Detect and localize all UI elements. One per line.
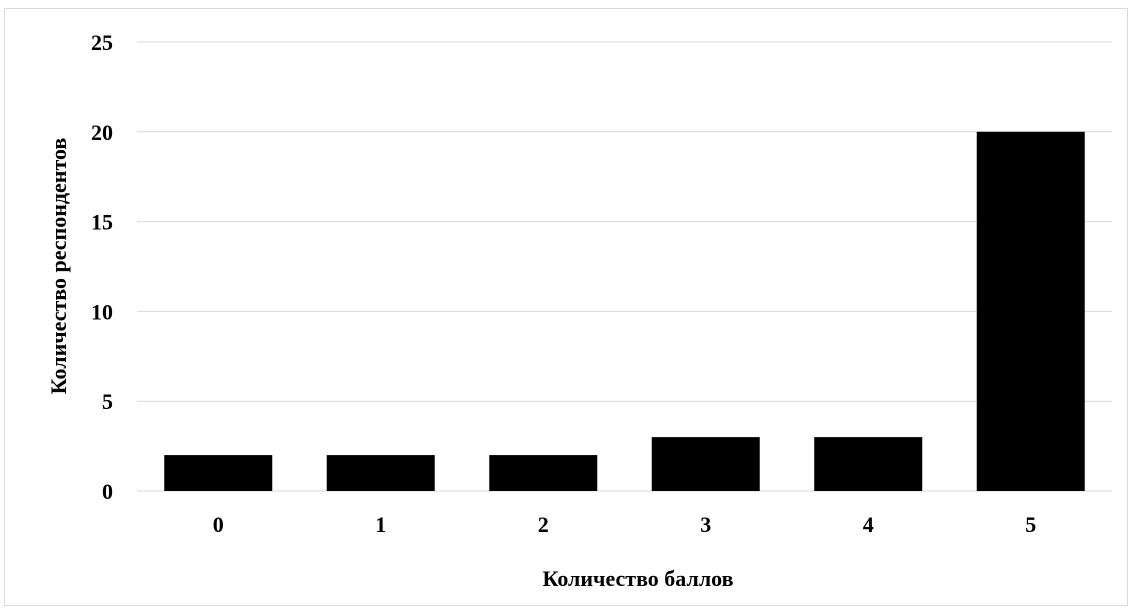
y-tick-label: 20 xyxy=(91,120,113,145)
y-tick-label: 25 xyxy=(91,30,113,55)
bar xyxy=(814,437,923,491)
bar xyxy=(164,455,273,491)
x-category-label: 4 xyxy=(863,512,874,537)
x-axis-title: Количество баллов xyxy=(542,566,733,591)
bar xyxy=(651,437,760,491)
x-category-label: 2 xyxy=(538,512,549,537)
y-tick-label: 5 xyxy=(102,389,113,414)
bar xyxy=(489,455,598,491)
x-category-label: 1 xyxy=(375,512,386,537)
y-tick-label: 10 xyxy=(91,299,113,324)
x-category-labels: 0 1 2 3 4 5 xyxy=(213,512,1037,537)
x-category-label: 3 xyxy=(700,512,711,537)
y-tick-labels: 0 5 10 15 20 25 xyxy=(91,30,113,504)
bars xyxy=(164,131,1085,492)
x-category-label: 5 xyxy=(1025,512,1036,537)
bar xyxy=(326,455,435,491)
grid-lines xyxy=(137,41,1112,492)
y-tick-label: 0 xyxy=(102,479,113,504)
chart-frame xyxy=(4,8,1128,606)
y-tick-label: 15 xyxy=(91,210,113,235)
x-category-label: 0 xyxy=(213,512,224,537)
bar xyxy=(976,131,1085,492)
y-axis-title: Количество респондентов xyxy=(46,138,71,395)
